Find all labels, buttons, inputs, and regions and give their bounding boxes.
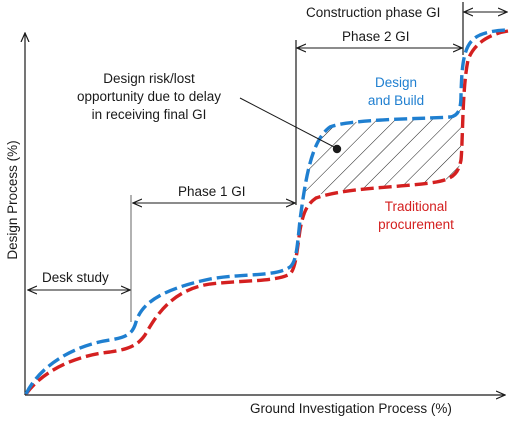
x-axis-label: Ground Investigation Process (%) xyxy=(250,401,452,416)
annotation-line3: in receiving final GI xyxy=(92,107,207,122)
traditional-label-line1: Traditional xyxy=(385,199,448,214)
phase2-label: Phase 2 GI xyxy=(342,29,410,44)
design-build-label-line2: and Build xyxy=(368,93,424,108)
traditional-label-line2: procurement xyxy=(378,217,454,232)
annotation-dot xyxy=(332,144,342,154)
construction-label: Construction phase GI xyxy=(306,5,440,20)
phase1-label: Phase 1 GI xyxy=(178,184,246,199)
design-build-label-line1: Design xyxy=(375,75,417,90)
desk-study-label: Desk study xyxy=(42,270,109,285)
y-axis-label: Design Process (%) xyxy=(5,140,20,259)
design-and-build-curve xyxy=(24,28,509,395)
annotation-leader xyxy=(239,97,337,149)
annotation-line2: opportunity due to delay xyxy=(77,89,221,104)
risk-hatched-region xyxy=(301,95,461,203)
annotation-line1: Design risk/lost xyxy=(103,71,195,86)
